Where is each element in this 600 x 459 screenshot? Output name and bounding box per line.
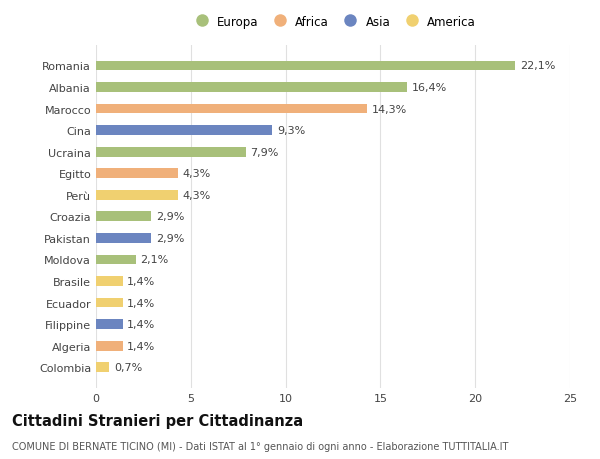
Bar xyxy=(96,298,122,308)
Bar xyxy=(96,255,136,265)
Bar xyxy=(96,147,246,157)
Text: 2,1%: 2,1% xyxy=(140,255,169,265)
Text: 4,3%: 4,3% xyxy=(182,190,211,200)
Text: 4,3%: 4,3% xyxy=(182,169,211,179)
Text: 1,4%: 1,4% xyxy=(127,341,155,351)
Bar xyxy=(96,341,122,351)
Bar xyxy=(96,363,109,372)
Text: 1,4%: 1,4% xyxy=(127,319,155,330)
Text: 2,9%: 2,9% xyxy=(156,212,184,222)
Bar xyxy=(96,169,178,179)
Text: 7,9%: 7,9% xyxy=(251,147,279,157)
Text: 1,4%: 1,4% xyxy=(127,298,155,308)
Text: 14,3%: 14,3% xyxy=(372,104,407,114)
Bar xyxy=(96,126,272,136)
Bar xyxy=(96,212,151,222)
Text: 0,7%: 0,7% xyxy=(114,363,142,372)
Text: 9,3%: 9,3% xyxy=(277,126,305,136)
Bar xyxy=(96,190,178,200)
Text: 1,4%: 1,4% xyxy=(127,276,155,286)
Bar xyxy=(96,83,407,93)
Text: 22,1%: 22,1% xyxy=(520,62,555,71)
Bar xyxy=(96,234,151,243)
Legend: Europa, Africa, Asia, America: Europa, Africa, Asia, America xyxy=(185,11,481,33)
Text: COMUNE DI BERNATE TICINO (MI) - Dati ISTAT al 1° gennaio di ogni anno - Elaboraz: COMUNE DI BERNATE TICINO (MI) - Dati IST… xyxy=(12,441,508,451)
Text: 16,4%: 16,4% xyxy=(412,83,447,93)
Text: Cittadini Stranieri per Cittadinanza: Cittadini Stranieri per Cittadinanza xyxy=(12,413,303,428)
Bar xyxy=(96,277,122,286)
Bar xyxy=(96,105,367,114)
Bar xyxy=(96,319,122,329)
Text: 2,9%: 2,9% xyxy=(156,234,184,243)
Bar xyxy=(96,62,515,71)
